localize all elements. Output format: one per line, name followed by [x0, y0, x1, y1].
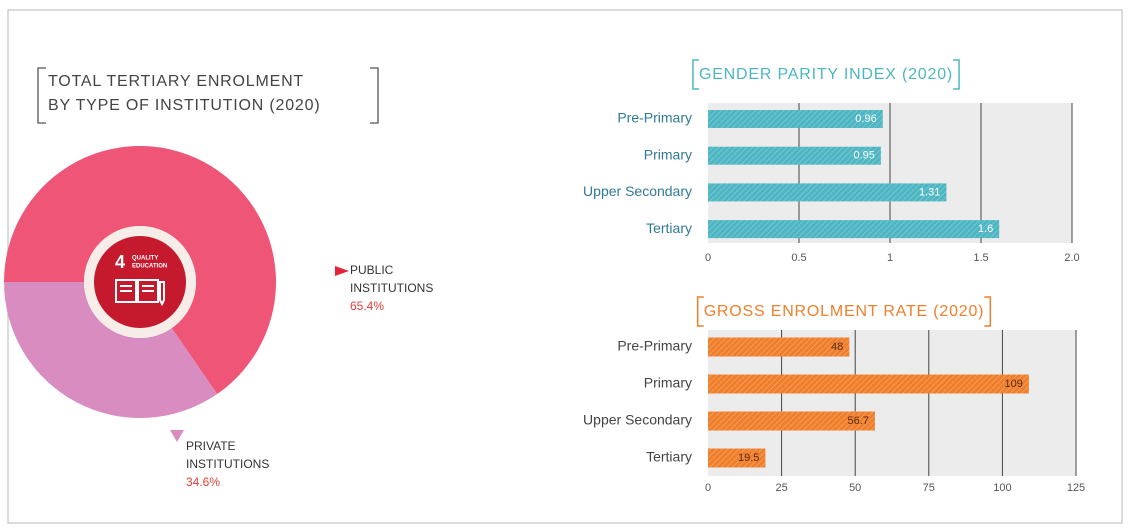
value-label: 0.96 — [855, 113, 876, 125]
value-label: 0.95 — [853, 150, 874, 162]
bar — [708, 337, 850, 357]
x-tick-label: 75 — [923, 482, 935, 494]
icon-label: EDUCATION — [132, 264, 167, 270]
slice-value-label: 34.6% — [186, 475, 220, 489]
value-label: 109 — [1005, 378, 1023, 390]
bar — [708, 110, 883, 128]
icon-bg — [94, 236, 186, 328]
pie-title: TOTAL TERTIARY ENROLMENT — [48, 73, 304, 90]
x-tick-label: 125 — [1067, 482, 1085, 494]
category-label: Upper Secondary — [583, 183, 692, 199]
x-tick-label: 100 — [993, 482, 1011, 494]
pie-slice — [4, 282, 218, 418]
bar — [708, 411, 875, 431]
slice-label: PRIVATE INSTITUTIONS — [186, 439, 269, 471]
category-label: Tertiary — [646, 449, 692, 465]
x-tick-label: 1.5 — [973, 252, 988, 264]
value-label: 48 — [831, 341, 843, 353]
x-tick-label: 1 — [887, 252, 893, 264]
bar — [708, 183, 947, 202]
pie-title: BY TYPE OF INSTITUTION (2020) — [48, 97, 320, 114]
value-label: 1.6 — [978, 223, 993, 235]
value-label: 19.5 — [738, 452, 759, 464]
value-label: 1.31 — [919, 186, 940, 198]
value-label: 56.7 — [848, 415, 869, 427]
chart-title: GROSS ENROLMENT RATE (2020) — [704, 303, 985, 320]
title-bracket — [37, 67, 379, 124]
x-tick-label: 0.5 — [791, 252, 806, 264]
icon-book — [115, 279, 165, 307]
pie-slice — [4, 146, 277, 395]
x-tick-label: 0 — [705, 482, 711, 494]
category-label: Pre-Primary — [617, 110, 692, 126]
category-label: Upper Secondary — [583, 412, 692, 428]
legend-marker — [335, 266, 349, 276]
category-label: Tertiary — [646, 220, 692, 236]
category-label: Primary — [644, 375, 692, 391]
slice-label: PUBLIC INSTITUTIONS — [350, 263, 433, 295]
x-tick-label: 0 — [705, 252, 711, 264]
bar — [708, 220, 1000, 239]
title-bracket — [692, 59, 960, 90]
category-label: Primary — [644, 146, 692, 162]
title-bracket — [696, 296, 992, 327]
category-label: Pre-Primary — [617, 338, 692, 354]
chart-title: GENDER PARITY INDEX (2020) — [699, 66, 953, 83]
x-tick-label: 50 — [849, 482, 861, 494]
bar — [708, 448, 766, 468]
icon-label: QUALITY — [132, 256, 158, 262]
bar — [708, 146, 881, 165]
icon-number: 4 — [115, 252, 125, 272]
slice-value-label: 65.4% — [350, 299, 384, 313]
x-tick-label: 25 — [775, 482, 787, 494]
legend-marker — [170, 430, 184, 442]
x-tick-label: 2.0 — [1064, 252, 1079, 264]
bar — [708, 374, 1029, 394]
